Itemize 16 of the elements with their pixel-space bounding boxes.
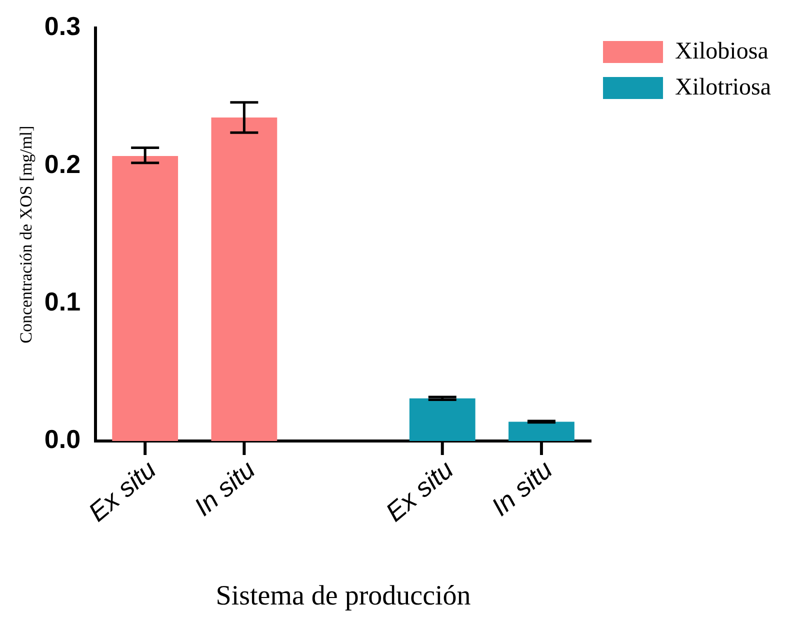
x-tick-label: Ex situ	[380, 454, 459, 528]
x-axis-title: Sistema de producción	[216, 580, 471, 612]
y-axis-title: Concentración de XOS [mg/ml]	[16, 126, 36, 344]
y-tick-label: 0.1	[44, 286, 81, 317]
bar	[211, 117, 278, 441]
y-tick-label: 0.3	[44, 11, 81, 42]
legend-label: Xilobiosa	[675, 38, 769, 64]
bar	[409, 398, 476, 441]
legend-label: Xilotriosa	[675, 74, 772, 100]
y-tick-label: 0.2	[44, 148, 81, 179]
x-tick-label: In situ	[188, 454, 261, 522]
x-tick-label: Ex situ	[82, 454, 162, 528]
x-tick-label: In situ	[486, 454, 558, 522]
bar	[112, 156, 178, 441]
bar	[508, 422, 574, 441]
y-tick-label: 0.0	[44, 424, 81, 454]
